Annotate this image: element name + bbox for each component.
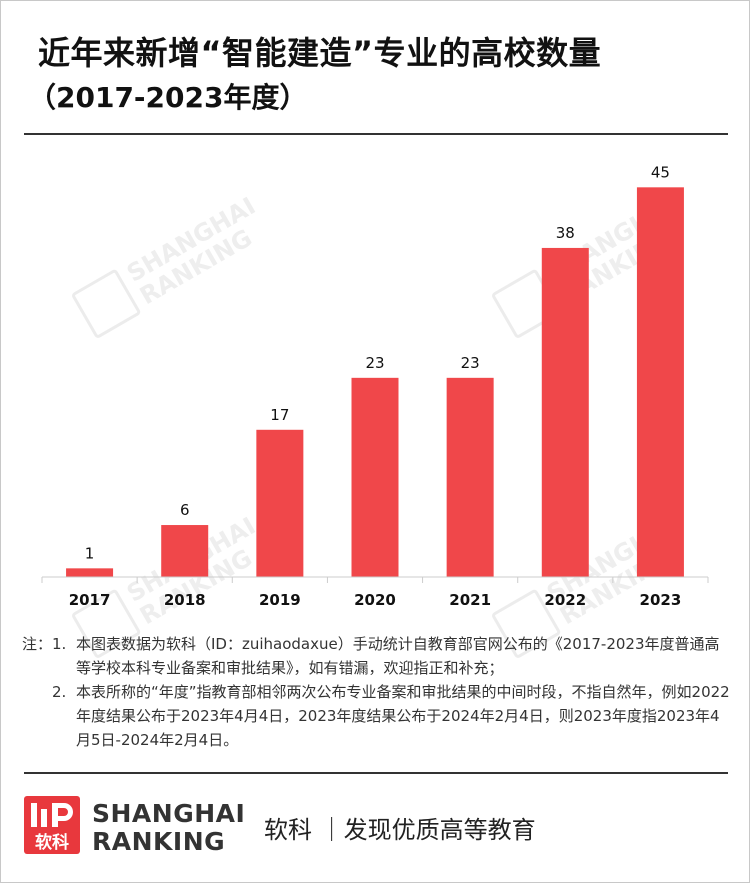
bar-2020 — [351, 377, 399, 577]
bar-group — [66, 187, 684, 578]
chart-subtitle: （2017-2023年度） — [28, 81, 308, 114]
category-label-2022: 2022 — [544, 591, 586, 609]
category-label-2017: 2017 — [69, 591, 111, 609]
bar-chart: 1 6 17 23 23 38 45 2017 2018 2019 2020 2021 2022 202… — [41, 163, 709, 609]
chart-area: 1 6 17 23 23 38 45 2017 2018 2019 2020 2021 2022 202… — [41, 163, 709, 609]
footnote-2: 2. 本表所称的“年度”指教育部相邻两次公布专业备案和审批结果的中间时段，不指自… — [22, 680, 730, 752]
value-label-2023: 45 — [651, 163, 670, 181]
category-label-2023: 2023 — [640, 591, 682, 609]
bar-2017 — [66, 568, 114, 577]
bar-2018 — [161, 525, 209, 577]
brand-line-1: SHANGHAI — [92, 799, 246, 828]
value-label-2020: 23 — [365, 354, 384, 372]
footnotes: 注： 1. 本图表数据为软科（ID：zuihaodaxue）手动统计自教育部官网… — [22, 632, 730, 752]
x-tick-group — [41, 577, 709, 583]
category-label-group: 2017 2018 2019 2020 2021 2022 2023 — [69, 591, 682, 609]
value-label-2019: 17 — [270, 406, 289, 424]
bar-2023 — [636, 187, 684, 577]
footnote-number: 2. — [52, 683, 67, 701]
category-label-2021: 2021 — [449, 591, 491, 609]
brand-line-2: RANKING — [92, 827, 226, 856]
bar-2019 — [256, 429, 304, 577]
value-label-group: 1 6 17 23 23 38 45 — [85, 163, 670, 562]
value-label-2018: 6 — [180, 501, 190, 519]
category-label-2020: 2020 — [354, 591, 396, 609]
bar-2022 — [541, 247, 589, 578]
chart-title: 近年来新增“智能建造”专业的高校数量 — [38, 34, 602, 72]
bottom-divider — [24, 772, 728, 774]
footnote-1: 注： 1. 本图表数据为软科（ID：zuihaodaxue）手动统计自教育部官网… — [22, 632, 730, 680]
category-label-2019: 2019 — [259, 591, 301, 609]
footnote-prefix: 注： — [22, 635, 53, 653]
footnote-text: 本图表数据为软科（ID：zuihaodaxue）手动统计自教育部官网公布的《20… — [76, 635, 720, 677]
top-divider — [24, 133, 728, 135]
value-label-2021: 23 — [461, 354, 480, 372]
footer-slogan: 软科 ｜发现优质高等教育 — [264, 816, 536, 844]
bar-2021 — [446, 377, 494, 577]
category-label-2018: 2018 — [164, 591, 206, 609]
footnote-text: 本表所称的“年度”指教育部相邻两次公布专业备案和审批结果的中间时段，不指自然年，… — [76, 683, 730, 749]
value-label-2022: 38 — [556, 224, 575, 242]
value-label-2017: 1 — [85, 544, 95, 562]
brand-name: SHANGHAI RANKING — [92, 800, 245, 856]
logo-text: 软科 — [35, 832, 69, 853]
shanghai-ranking-logo-icon: 软科 — [24, 796, 80, 854]
footnote-number: 1. — [52, 635, 67, 653]
